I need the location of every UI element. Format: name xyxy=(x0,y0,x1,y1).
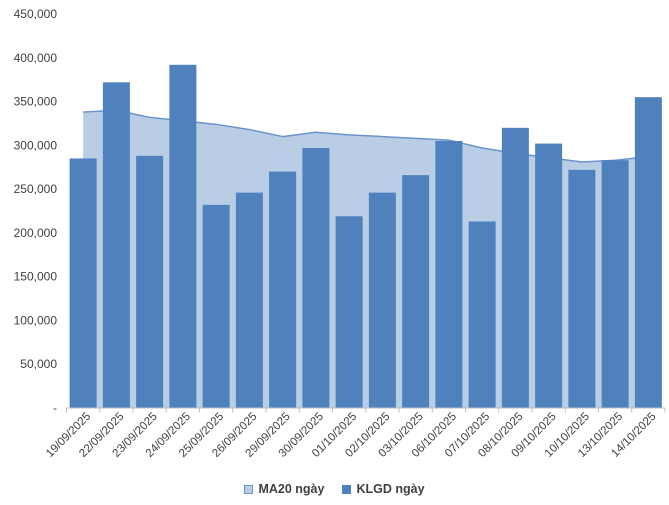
volume-bar xyxy=(202,204,230,408)
volume-bar xyxy=(601,160,629,408)
ma20-area xyxy=(83,110,649,409)
x-axis: 19/09/202522/09/202523/09/202524/09/2025… xyxy=(44,407,666,460)
y-tick-label: 450,000 xyxy=(14,7,58,21)
ma20-area-series xyxy=(83,109,649,409)
volume-bar xyxy=(402,175,430,408)
volume-bar xyxy=(634,97,662,408)
klgd-bar-swatch-icon xyxy=(342,484,352,494)
klgd-bar-series xyxy=(69,64,662,409)
volume-bar xyxy=(136,155,164,408)
volume-bar xyxy=(335,216,363,408)
volume-bar xyxy=(568,169,596,408)
legend-label-ma20: MA20 ngày xyxy=(258,482,325,496)
volume-bar xyxy=(69,158,97,408)
y-tick-label: 250,000 xyxy=(14,182,58,196)
legend-label-klgd: KLGD ngày xyxy=(356,482,425,496)
y-tick-label: 350,000 xyxy=(14,95,58,109)
y-tick-label: 50,000 xyxy=(20,357,57,371)
legend-item-ma20: MA20 ngày xyxy=(244,482,324,496)
volume-bar xyxy=(302,147,330,408)
volume-bar xyxy=(535,143,563,409)
ma20-area-swatch-icon xyxy=(244,484,254,494)
legend: MA20 ngày KLGD ngày xyxy=(0,480,669,498)
volume-bar xyxy=(235,192,263,408)
y-tick-label: 200,000 xyxy=(14,226,58,240)
volume-bar xyxy=(102,82,130,408)
volume-bar xyxy=(435,140,463,408)
y-tick-label: 150,000 xyxy=(14,270,58,284)
volume-bar xyxy=(269,171,297,408)
volume-bar xyxy=(501,127,529,409)
y-tick-label: 300,000 xyxy=(14,138,58,152)
y-tick-label: 100,000 xyxy=(14,313,58,327)
volume-bar xyxy=(368,192,396,408)
volume-bar xyxy=(468,221,496,408)
y-axis: - 50,000 100,000 150,000 200,000 250,000 300,0… xyxy=(14,7,58,415)
y-tick-label: - xyxy=(53,401,57,415)
legend-item-klgd: KLGD ngày xyxy=(342,482,425,496)
volume-bar xyxy=(169,64,197,408)
y-tick-label: 400,000 xyxy=(14,51,58,65)
